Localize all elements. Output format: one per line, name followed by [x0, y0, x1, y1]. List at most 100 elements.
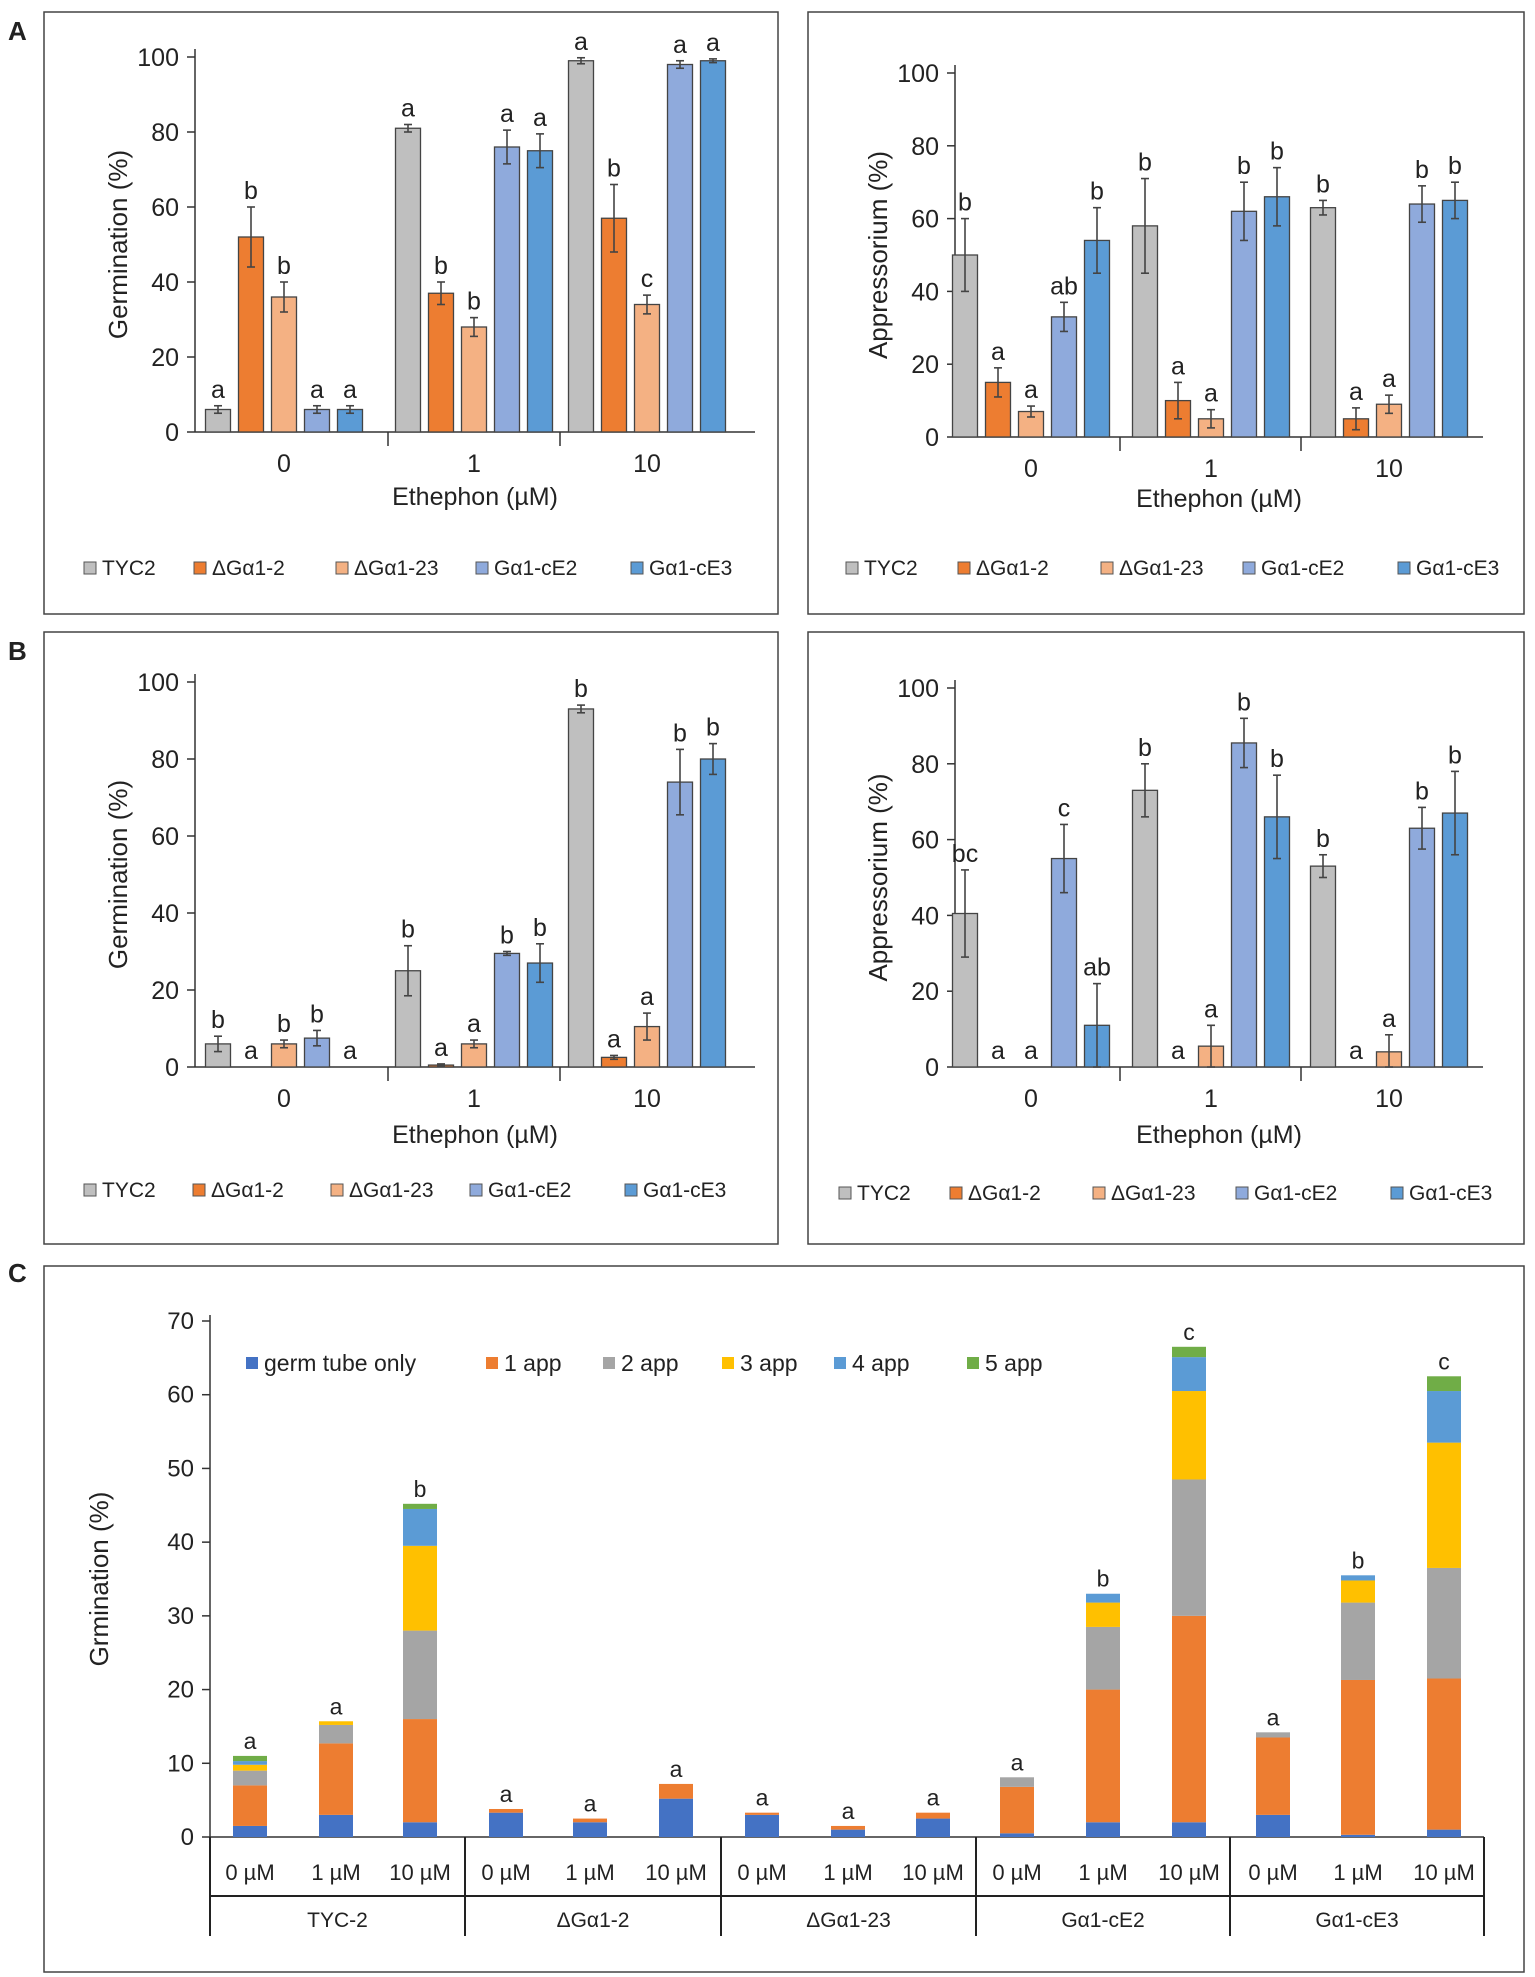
significance-letter: a	[500, 1781, 513, 1807]
legend-label: Gα1-cE2	[1254, 1182, 1337, 1205]
y-tick-label: 0	[165, 1054, 179, 1082]
significance-letter: b	[500, 922, 514, 950]
stacked-segment	[233, 1761, 267, 1765]
significance-letter: b	[706, 714, 720, 742]
y-tick-label: 60	[151, 194, 179, 222]
bar	[493, 146, 521, 433]
x-tick-label: 1	[467, 1085, 481, 1113]
y-tick-label: 60	[911, 206, 939, 234]
significance-letter: a	[1171, 352, 1185, 380]
chart-b-appressorium: 0 20 40 60 80 100 0 1 10 Ethephon (µM) Appressoriu…	[838, 675, 1492, 1205]
significance-letter: b	[434, 252, 448, 280]
stacked-segment	[1086, 1593, 1120, 1603]
significance-letter: b	[277, 252, 291, 280]
legend-swatch	[845, 561, 859, 575]
bar	[460, 326, 488, 433]
y-tick-label: 80	[151, 119, 179, 147]
legend-label: ΔGα1-2	[212, 557, 285, 580]
stacked-segment	[233, 1825, 267, 1837]
group-label: TYC-2	[307, 1909, 368, 1932]
x-axis-title: Ethephon (µM)	[392, 1121, 558, 1149]
bar	[1230, 210, 1258, 438]
legend-swatch	[1235, 1186, 1249, 1200]
panel-c-frame	[43, 1265, 1525, 1973]
stacked-segment	[1086, 1822, 1120, 1837]
significance-letter: c	[641, 265, 654, 293]
significance-letter: c	[1058, 794, 1071, 822]
significance-letter: b	[607, 155, 621, 183]
significance-letter: b	[1237, 688, 1251, 716]
panel-a-left-frame	[43, 11, 779, 615]
significance-letter: b	[401, 916, 415, 944]
chart-a-appressorium: 0 20 40 60 80 100 0 1 10 Ethephon (µM) Appressoriu…	[845, 60, 1499, 580]
y-tick-label: 100	[897, 60, 939, 88]
legend-label: Gα1-cE3	[1416, 557, 1499, 580]
y-tick-label: 60	[167, 1382, 194, 1409]
significance-letter: a	[574, 28, 588, 56]
bar	[699, 60, 727, 433]
y-tick-label: 60	[151, 823, 179, 851]
significance-letter: a	[310, 376, 324, 404]
legend-swatch	[624, 1183, 638, 1197]
stacked-segment	[403, 1630, 437, 1720]
bar	[1309, 207, 1337, 438]
bar	[1131, 789, 1159, 1068]
legend-label: Gα1-cE3	[643, 1179, 726, 1202]
legend-swatch	[335, 561, 349, 575]
legend-swatch	[192, 1183, 206, 1197]
significance-letter: b	[673, 719, 687, 747]
y-tick-label: 80	[911, 751, 939, 779]
x-tick-label: 1	[1204, 1085, 1218, 1113]
bar	[1230, 742, 1258, 1068]
y-tick-label: 40	[151, 900, 179, 928]
y-tick-label: 0	[925, 424, 939, 452]
significance-letter: b	[414, 1476, 427, 1502]
y-tick-label: 40	[167, 1529, 194, 1556]
significance-letter: a	[1171, 1037, 1185, 1065]
legend-label: ΔGα1-2	[968, 1182, 1041, 1205]
significance-letter: ab	[1050, 272, 1078, 300]
y-tick-label: 100	[137, 44, 179, 72]
y-axis-title: Grmination (%)	[84, 1492, 114, 1667]
x-tick-label: 0 µM	[225, 1860, 274, 1885]
legend-label: TYC2	[102, 557, 156, 580]
stacked-segment	[1256, 1814, 1290, 1837]
significance-letter: a	[533, 104, 547, 132]
x-tick-label: 1 µM	[1078, 1860, 1127, 1885]
bar	[666, 781, 694, 1068]
stacked-segment	[403, 1822, 437, 1837]
y-tick-label: 30	[167, 1603, 194, 1630]
y-tick-label: 80	[151, 746, 179, 774]
x-tick-label: 10 µM	[645, 1860, 707, 1885]
significance-letter: a	[343, 376, 357, 404]
stacked-segment	[319, 1724, 353, 1744]
stacked-segment	[1341, 1679, 1375, 1835]
y-tick-label: 20	[911, 351, 939, 379]
stacked-segment	[831, 1825, 865, 1830]
significance-letter: a	[1382, 365, 1396, 393]
legend-label: ΔGα1-2	[976, 557, 1049, 580]
significance-letter: c	[1438, 1348, 1450, 1374]
stacked-segment	[403, 1508, 437, 1546]
chart-a-germination: 0 20 40 60 80 100 0 1 10 Ethephon (µM) Germination…	[83, 28, 755, 580]
significance-letter: a	[706, 29, 720, 57]
significance-letter: a	[991, 338, 1005, 366]
legend-swatch	[1390, 1186, 1404, 1200]
significance-letter: b	[211, 1006, 225, 1034]
significance-letter: b	[1138, 149, 1152, 177]
stacked-segment	[403, 1503, 437, 1509]
bar	[526, 150, 554, 433]
x-axis-title: Ethephon (µM)	[392, 483, 558, 511]
significance-letter: b	[1097, 1566, 1110, 1592]
bar	[1309, 865, 1337, 1068]
y-tick-label: 20	[151, 977, 179, 1005]
stacked-segment	[319, 1743, 353, 1815]
significance-letter: a	[244, 1728, 257, 1754]
stacked-segment	[573, 1822, 607, 1837]
significance-letter: a	[343, 1037, 357, 1065]
significance-letter: b	[1090, 178, 1104, 206]
significance-letter: b	[1415, 156, 1429, 184]
stacked-segment	[659, 1798, 693, 1837]
significance-letter: b	[1270, 138, 1284, 166]
legend-label: TYC2	[864, 557, 918, 580]
